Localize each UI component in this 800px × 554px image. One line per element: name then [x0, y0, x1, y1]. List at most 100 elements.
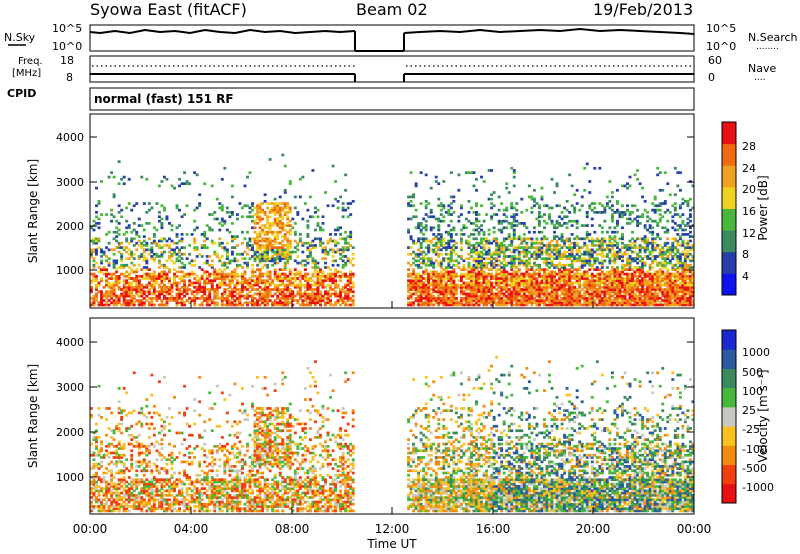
power-cell: [490, 217, 494, 221]
power-cell: [326, 301, 330, 305]
power-cell: [339, 270, 343, 274]
power-cell: [623, 266, 627, 269]
power-cell: [522, 259, 526, 263]
power-cell: [296, 272, 300, 276]
power-cell: [424, 206, 428, 210]
power-cell: [427, 288, 431, 291]
power-cell: [467, 246, 471, 249]
power-cell: [633, 250, 637, 254]
power-cell: [495, 277, 499, 280]
power-cell: [183, 252, 187, 256]
sky-panel-trace: [89, 27, 695, 52]
power-cell: [477, 303, 481, 307]
power-cell: [137, 281, 141, 285]
power-cell: [671, 272, 675, 276]
power-cell: [641, 277, 645, 280]
power-cell: [208, 296, 212, 300]
power-cell: [160, 279, 164, 283]
power-cell: [472, 228, 476, 232]
power-cell: [105, 290, 109, 294]
power-cell: [600, 226, 604, 230]
power-cell: [183, 182, 187, 186]
power-cell: [666, 261, 670, 265]
power-cell: [293, 299, 297, 302]
power-cell: [497, 219, 501, 223]
power-cell: [520, 239, 524, 243]
power-cell: [278, 248, 282, 252]
power-cell: [628, 292, 632, 296]
power-cell: [633, 244, 637, 247]
power-cell: [505, 215, 509, 219]
power-cell: [522, 303, 526, 307]
power-cell: [321, 279, 325, 283]
power-cell: [115, 281, 119, 285]
power-cell: [142, 250, 146, 254]
power-cell: [120, 303, 124, 307]
power-cell: [444, 211, 448, 214]
power-cell: [266, 217, 270, 221]
power-cell: [600, 252, 604, 256]
power-cell: [628, 290, 632, 294]
power-cell: [281, 248, 285, 252]
power-cell: [137, 274, 141, 278]
power-cell: [668, 292, 672, 296]
power-cell: [266, 233, 270, 236]
power-cell: [100, 299, 103, 302]
power-cell: [490, 301, 494, 305]
power-cell: [439, 263, 443, 267]
power-cell: [482, 219, 486, 223]
power-cell: [618, 213, 622, 216]
power-cell: [452, 263, 456, 267]
power-cell: [251, 274, 254, 278]
power-cell: [195, 255, 199, 258]
power-cell: [517, 299, 521, 302]
power-cell: [575, 290, 579, 294]
power-cell: [155, 252, 159, 256]
power-cell: [266, 301, 270, 305]
power-cell: [105, 279, 109, 283]
power-cell: [447, 296, 451, 300]
power-cell: [92, 239, 96, 243]
power-cell: [537, 292, 541, 296]
power-cell: [550, 274, 554, 278]
power-cell: [633, 257, 637, 260]
power-cell: [631, 296, 634, 300]
power-cell: [319, 283, 322, 287]
power-cell: [115, 230, 119, 234]
power-cell: [578, 285, 582, 289]
power-cell: [437, 274, 441, 278]
power-cell: [276, 206, 280, 210]
power-cell: [548, 299, 551, 302]
power-cell: [666, 182, 670, 186]
power-cell: [505, 272, 509, 276]
power-cell: [286, 303, 290, 307]
power-cell: [472, 233, 476, 236]
power-cell: [434, 217, 438, 221]
power-cell: [507, 272, 511, 276]
power-cell: [517, 237, 521, 241]
power-cell: [444, 288, 448, 291]
power-cell: [442, 257, 446, 260]
power-cell: [517, 252, 521, 256]
power-cell: [459, 292, 463, 296]
power-cell: [525, 250, 529, 254]
power-cell: [558, 250, 562, 254]
power-cell: [631, 274, 634, 278]
power-cell: [286, 259, 290, 263]
power-cell: [276, 233, 280, 236]
power-cell: [475, 268, 478, 272]
power-cell: [339, 252, 343, 256]
power-cell: [417, 299, 421, 302]
power-cell: [175, 274, 179, 278]
power-cell: [565, 239, 569, 243]
power-cell: [100, 213, 103, 216]
power-cell: [223, 222, 227, 225]
power-cell: [527, 195, 531, 199]
power-cell: [636, 277, 640, 280]
power-cell: [585, 252, 589, 256]
power-cell: [100, 301, 103, 305]
power-cell: [132, 228, 136, 232]
power-cell: [308, 244, 312, 247]
power-cell: [429, 301, 433, 305]
power-cell: [253, 213, 257, 216]
